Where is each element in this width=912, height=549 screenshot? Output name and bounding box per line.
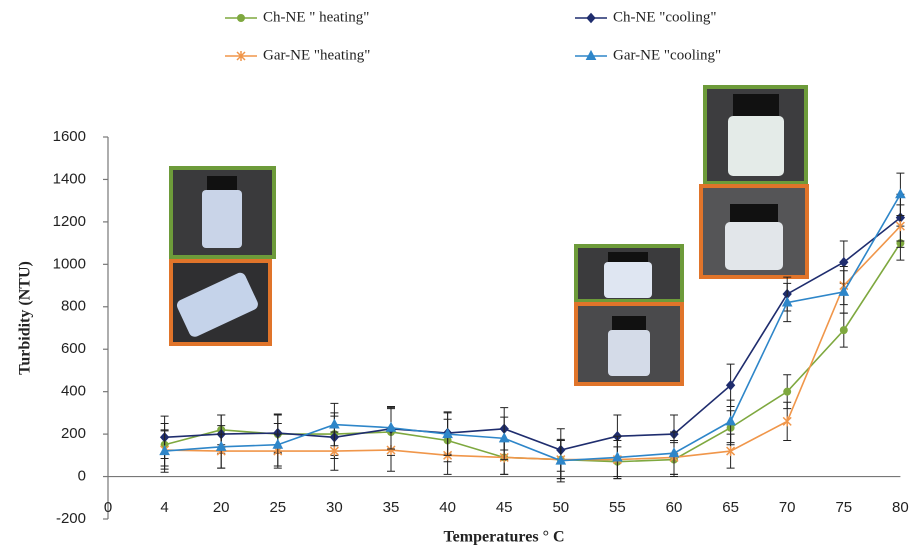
legend-label: Gar-NE "cooling" [613, 47, 721, 63]
point [726, 416, 735, 425]
legend-entry: Ch-NE "cooling" [575, 9, 716, 25]
x-tick-label: 50 [552, 499, 569, 516]
legend-marker [238, 15, 245, 22]
y-tick-label: 1000 [53, 255, 86, 272]
point [330, 420, 339, 429]
legend-marker [587, 14, 595, 23]
x-axis-label: Temperatures ° C [443, 529, 564, 546]
x-tick-label: 55 [609, 499, 626, 516]
photo [171, 168, 274, 257]
x-tick-label: 0 [104, 499, 112, 516]
x-tick-label: 35 [383, 499, 400, 516]
y-tick-label: 1200 [53, 213, 86, 230]
legend-label: Gar-NE "heating" [263, 47, 370, 63]
point [840, 327, 847, 334]
legend-label: Ch-NE "cooling" [613, 9, 716, 25]
x-tick-label: 45 [496, 499, 513, 516]
y-axis-label: Turbidity (NTU) [17, 261, 34, 375]
x-tick-label: 40 [439, 499, 456, 516]
x-tick-label: 20 [213, 499, 230, 516]
x-tick-label: 75 [835, 499, 852, 516]
x-tick-label: 70 [779, 499, 796, 516]
photo [576, 246, 682, 301]
point [784, 388, 791, 395]
x-tick-label: 60 [666, 499, 683, 516]
y-tick-label: 1400 [53, 170, 86, 187]
y-tick-label: 0 [78, 468, 86, 485]
x-tick-label: 30 [326, 499, 343, 516]
y-tick-label: 800 [61, 298, 86, 315]
x-tick-label: 4 [160, 499, 168, 516]
y-tick-label: -200 [56, 510, 86, 527]
point [783, 416, 791, 426]
y-tick-label: 600 [61, 340, 86, 357]
photo [171, 261, 270, 344]
photo [705, 87, 806, 183]
point [896, 189, 905, 198]
chart: Temperatures ° C Turbidity (NTU) -200 0 20… [0, 0, 912, 549]
y-tick-label: 200 [61, 425, 86, 442]
legend-entry: Ch-NE " heating" [225, 9, 369, 25]
legend-label: Ch-NE " heating" [263, 9, 369, 25]
legend-entry: Gar-NE "cooling" [575, 47, 721, 63]
photo [576, 304, 682, 384]
x-tick-label: 65 [722, 499, 739, 516]
photo [701, 186, 807, 277]
point [670, 448, 679, 457]
photo-insets [171, 87, 807, 384]
x-tick-label: 80 [892, 499, 909, 516]
legend-entry: Gar-NE "heating" [225, 47, 370, 63]
y-tick-label: 1600 [53, 128, 86, 145]
x-tick-label: 25 [269, 499, 286, 516]
y-tick-label: 400 [61, 383, 86, 400]
